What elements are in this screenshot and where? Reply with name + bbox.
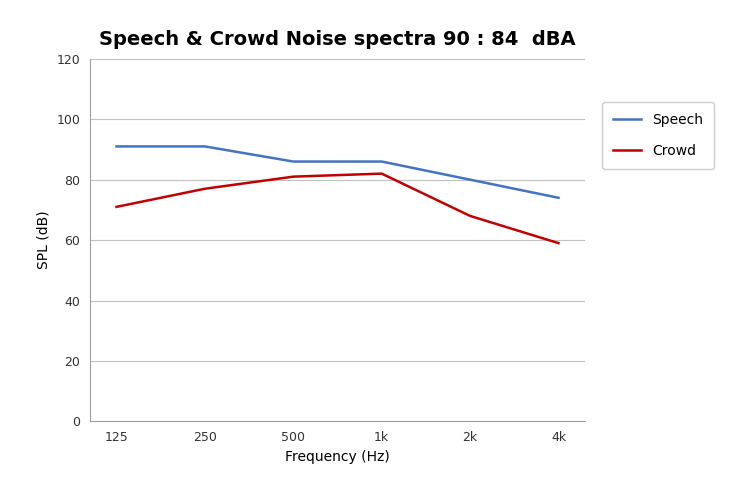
Y-axis label: SPL (dB): SPL (dB) [37, 211, 51, 270]
Crowd [554, 240, 563, 246]
Crowd [377, 171, 386, 176]
Crowd [289, 174, 298, 180]
Speech [200, 144, 209, 149]
Line: Crowd: Crowd [116, 173, 559, 243]
Title: Speech & Crowd Noise spectra 90 : 84  dBA: Speech & Crowd Noise spectra 90 : 84 dBA [99, 30, 576, 49]
Crowd [466, 213, 475, 219]
Legend: Speech, Crowd: Speech, Crowd [602, 102, 714, 169]
Speech [554, 195, 563, 201]
Crowd [200, 186, 209, 192]
X-axis label: Frequency (Hz): Frequency (Hz) [285, 450, 390, 464]
Speech [112, 144, 121, 149]
Crowd [112, 204, 121, 210]
Speech [466, 177, 475, 183]
Speech [289, 159, 298, 165]
Line: Speech: Speech [116, 147, 559, 198]
Speech [377, 159, 386, 165]
